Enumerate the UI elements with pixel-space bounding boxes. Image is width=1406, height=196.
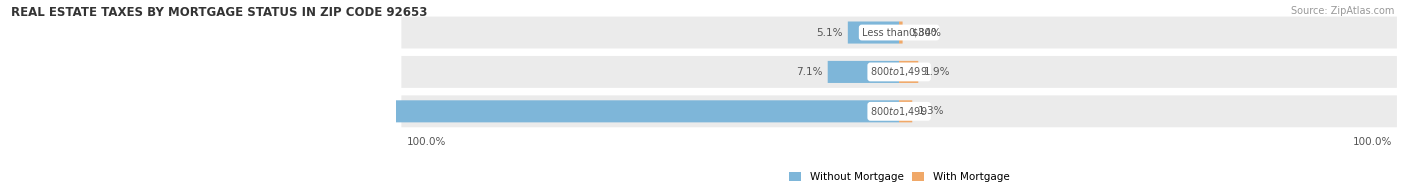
Text: $800 to $1,499: $800 to $1,499 <box>870 65 928 78</box>
FancyBboxPatch shape <box>828 61 900 83</box>
Text: 86.8%: 86.8% <box>35 106 70 116</box>
FancyBboxPatch shape <box>27 100 900 122</box>
Text: Less than $800: Less than $800 <box>862 27 936 37</box>
Text: 0.34%: 0.34% <box>908 27 942 37</box>
FancyBboxPatch shape <box>401 17 1398 48</box>
Text: $800 to $1,499: $800 to $1,499 <box>870 105 928 118</box>
Text: REAL ESTATE TAXES BY MORTGAGE STATUS IN ZIP CODE 92653: REAL ESTATE TAXES BY MORTGAGE STATUS IN … <box>11 6 427 19</box>
Legend: Without Mortgage, With Mortgage: Without Mortgage, With Mortgage <box>785 168 1014 186</box>
Text: 5.1%: 5.1% <box>817 27 842 37</box>
FancyBboxPatch shape <box>848 22 900 44</box>
Text: Source: ZipAtlas.com: Source: ZipAtlas.com <box>1291 6 1395 16</box>
Text: 7.1%: 7.1% <box>796 67 823 77</box>
FancyBboxPatch shape <box>898 22 903 44</box>
FancyBboxPatch shape <box>401 56 1398 88</box>
Text: 1.9%: 1.9% <box>924 67 950 77</box>
Text: 100.0%: 100.0% <box>406 137 446 147</box>
FancyBboxPatch shape <box>401 95 1398 127</box>
FancyBboxPatch shape <box>898 61 918 83</box>
FancyBboxPatch shape <box>898 100 912 122</box>
Text: 100.0%: 100.0% <box>1353 137 1392 147</box>
Text: 1.3%: 1.3% <box>918 106 945 116</box>
